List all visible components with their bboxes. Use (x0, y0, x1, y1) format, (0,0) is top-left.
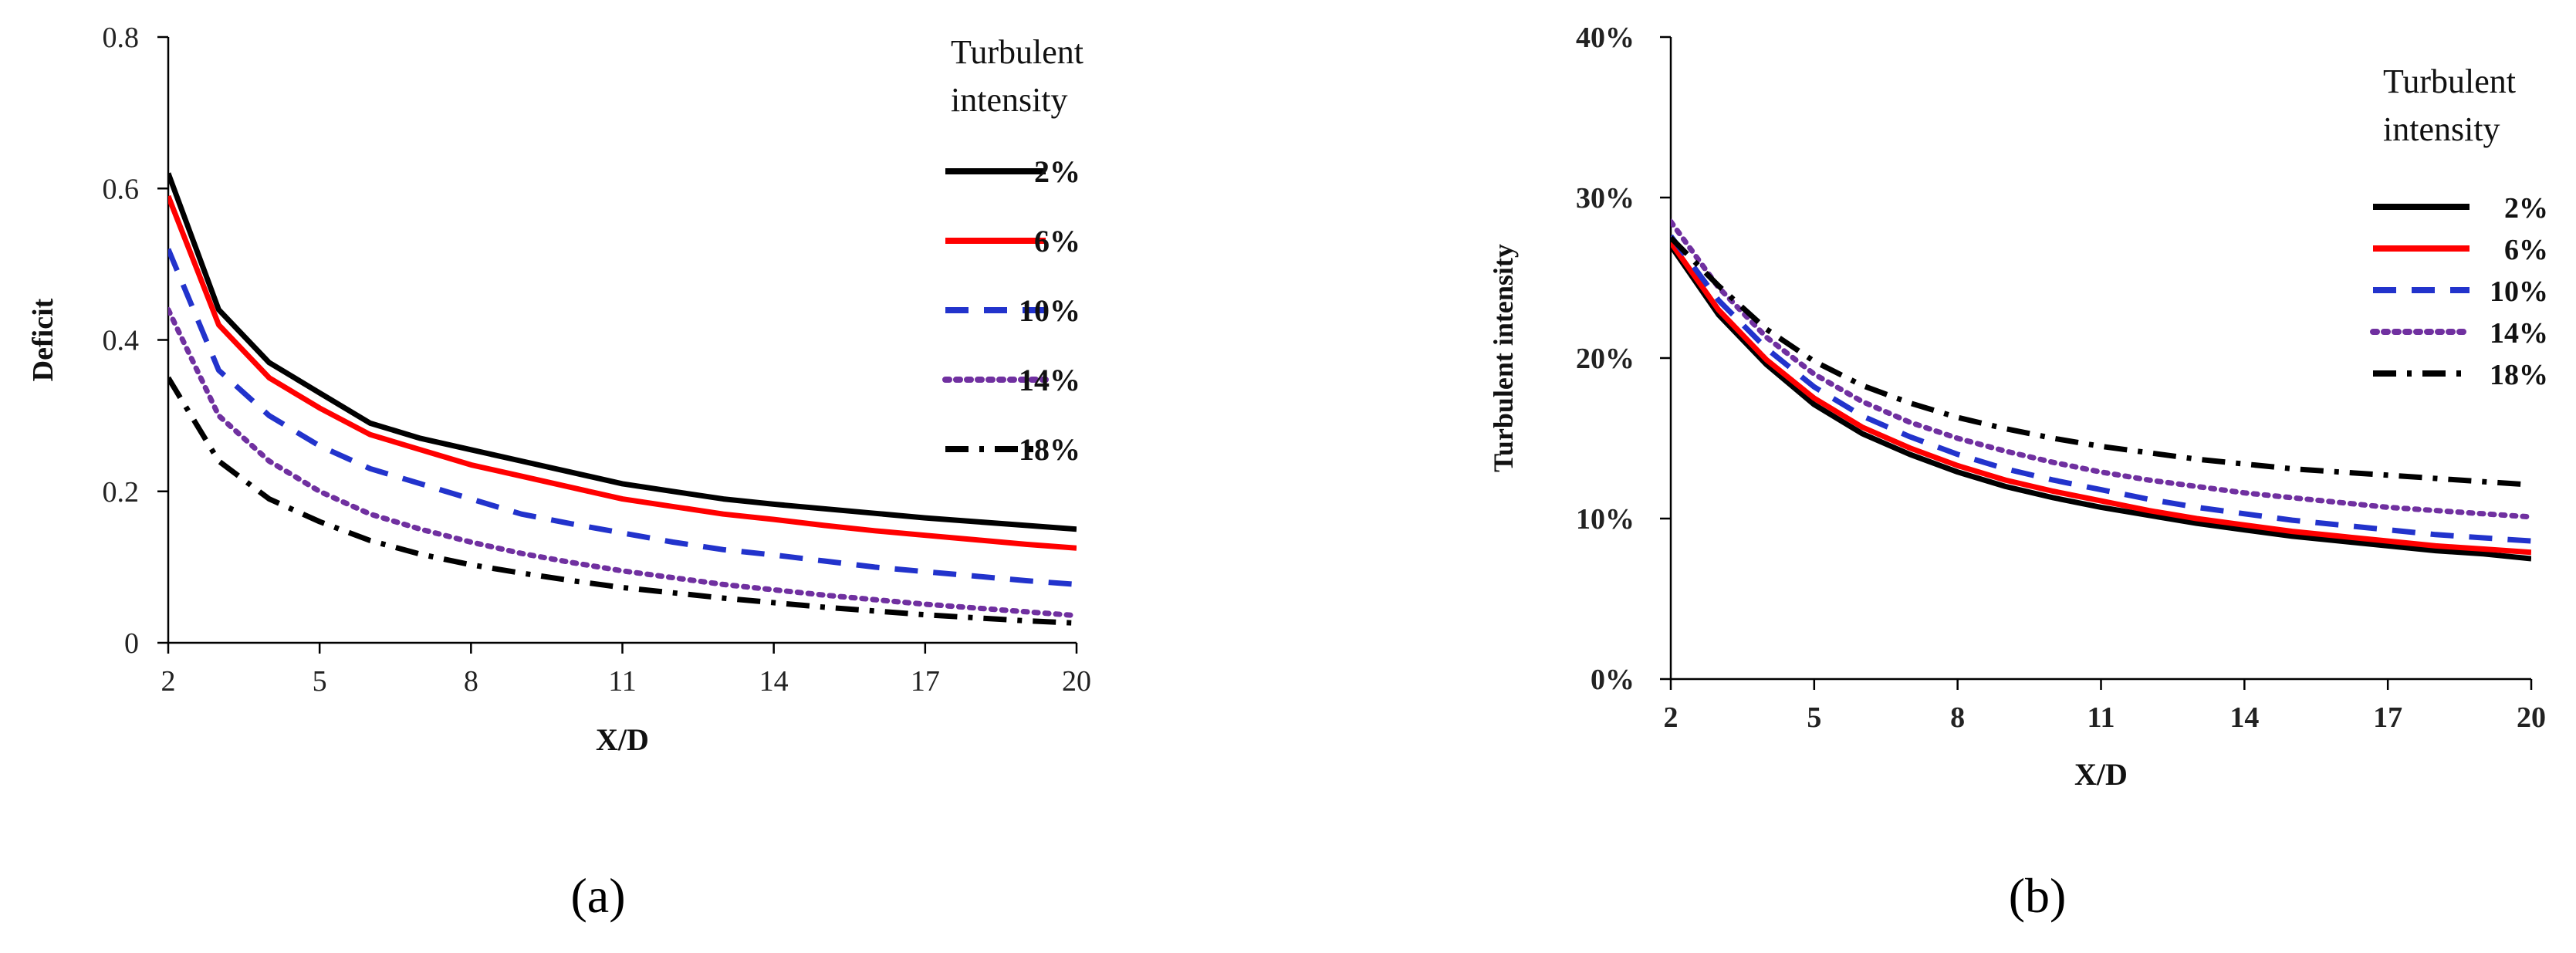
y-tick-label: 0% (1591, 664, 1635, 696)
x-axis-title: X/D (596, 722, 649, 757)
series-line-18pct (168, 376, 1077, 626)
x-tick-label: 8 (464, 665, 478, 698)
series-line-2pct (168, 172, 1077, 532)
y-tick-label: 0.8 (103, 22, 140, 54)
x-tick-label: 2 (1664, 701, 1678, 734)
y-axis-title: Deficit (27, 298, 59, 381)
y-tick-label: 10% (1576, 503, 1635, 536)
panel-label: (b) (2009, 868, 2067, 923)
x-tick-label: 2 (161, 665, 176, 698)
y-axis-title: Turbulent intensity (1488, 244, 1519, 472)
y-tick-label: 0.6 (103, 173, 140, 205)
panel-a-deficit-chart: 0 0.2 0.4 0.6 0.8 2 5 8 11 14 17 20 X/D Deficit Turbul… (27, 22, 1091, 923)
y-tick-label: 0 (124, 627, 139, 660)
x-tick-label: 8 (1950, 701, 1965, 734)
legend-label: 14% (1019, 363, 1080, 397)
x-tick-label: 11 (608, 665, 637, 698)
legend-title: Turbulent (951, 33, 1083, 71)
y-tick-label: 20% (1576, 343, 1635, 375)
legend-title: Turbulent (2383, 63, 2516, 100)
y-tick-label: 0.2 (103, 476, 140, 509)
series-line-2pct (1671, 244, 2531, 562)
panel-b-turbulent-intensity-chart: 0% 10% 20% 30% 40% 2 5 8 11 14 17 20 X/D Turbulent in… (1488, 22, 2548, 923)
legend-label: 6% (1034, 224, 1080, 259)
x-tick-label: 5 (313, 665, 327, 698)
series-line-18pct (1671, 235, 2531, 488)
x-tick-label: 17 (2373, 701, 2402, 734)
legend-title: intensity (2383, 110, 2500, 148)
x-tick-label: 17 (911, 665, 940, 698)
panel-label: (a) (570, 868, 625, 923)
legend-label: 14% (2490, 317, 2548, 350)
series-line-14pct (168, 306, 1077, 619)
y-tick-label: 40% (1576, 22, 1635, 54)
legend-label: 18% (1019, 432, 1080, 467)
series-line-14pct (1671, 218, 2531, 520)
legend-label: 10% (1019, 293, 1080, 328)
legend-label: 18% (2490, 359, 2548, 391)
x-axis-title: X/D (2074, 757, 2128, 792)
x-tick-label: 20 (2517, 701, 2546, 734)
x-tick-label: 5 (1807, 701, 1821, 734)
y-tick-label: 30% (1576, 182, 1635, 215)
legend-label: 6% (2504, 234, 2548, 266)
x-tick-label: 20 (1062, 665, 1091, 698)
series-line-10pct (1671, 234, 2531, 544)
series-line-6pct (1671, 241, 2531, 556)
legend-label: 2% (1034, 154, 1080, 189)
legend-label: 2% (2504, 192, 2548, 225)
legend-title: intensity (951, 81, 1068, 119)
y-tick-label: 0.4 (103, 325, 140, 357)
x-tick-label: 11 (2088, 701, 2115, 734)
x-tick-label: 14 (2229, 701, 2259, 734)
x-tick-label: 14 (759, 665, 789, 698)
series-line-6pct (168, 194, 1077, 551)
legend-label: 10% (2490, 275, 2548, 308)
